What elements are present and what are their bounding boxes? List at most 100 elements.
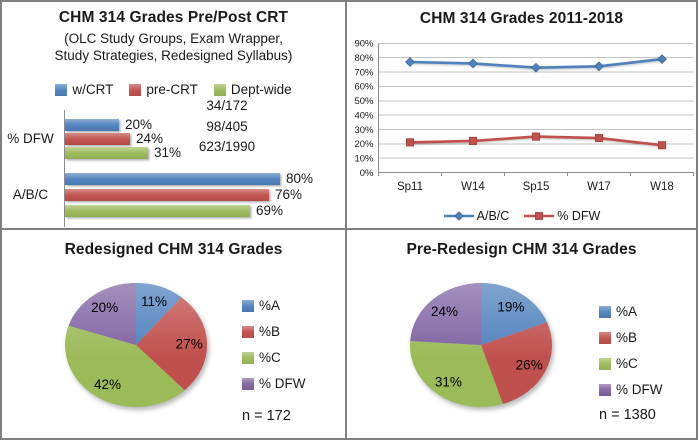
fraction-annotation: 34/172 bbox=[206, 98, 248, 113]
y-axis-tick-label: 10% bbox=[354, 153, 374, 164]
pie-slice-percentage-label: 20% bbox=[91, 300, 118, 315]
bar-plot-area: % DFW 20% 24% 31% A/B/C 80% 76% 69% 34/172 98/405… bbox=[2, 2, 345, 228]
legend-item-pre-crt: pre-CRT bbox=[129, 82, 198, 97]
legend-swatch bbox=[213, 83, 226, 96]
panel-trend-line-chart: CHM 314 Grades 2011-2018 0% 10% 20% 30% 40% 5… bbox=[347, 2, 696, 230]
line-plot-svg: 0% 10% 20% 30% 40% 50% 60% 70% 80% 90% Sp11 W14 Sp15… bbox=[354, 39, 694, 193]
bar-w-crt-a-b-c bbox=[65, 173, 280, 185]
legend-item-dept-wide: Dept-wide bbox=[213, 82, 292, 97]
bar-w-crt-dfw bbox=[65, 119, 119, 131]
chart-title: Pre-Redesign CHM 314 Grades bbox=[406, 241, 637, 258]
fraction-annotations: 34/172 98/405 623/1990 bbox=[172, 96, 282, 158]
legend-item-a: %A bbox=[242, 298, 306, 313]
y-axis-tick-label: 80% bbox=[354, 53, 374, 64]
marker-diamond bbox=[405, 57, 415, 67]
pie-slice-percentage-label: 24% bbox=[431, 304, 458, 319]
bar-dept-wide-a-b-c bbox=[65, 205, 250, 217]
marker-square bbox=[594, 134, 604, 143]
legend-label: %C bbox=[259, 350, 281, 365]
legend-item-c: %C bbox=[242, 350, 306, 365]
fraction-annotation: 623/1990 bbox=[198, 139, 256, 154]
legend-swatch bbox=[242, 299, 254, 312]
y-axis-tick-label: 0% bbox=[360, 168, 374, 179]
legend-item-c: %C bbox=[599, 356, 663, 371]
pie-svg: 19% 26% 31% 24% bbox=[409, 282, 552, 408]
pie-slice-percentage-label: 11% bbox=[141, 294, 167, 309]
pie-slice-percentage-label: 31% bbox=[435, 375, 462, 390]
pie-slice-percentage-label: 26% bbox=[516, 358, 543, 373]
legend-item-dfw: % DFW bbox=[523, 209, 600, 223]
panel-pre-post-bar-chart: CHM 314 Grades Pre/Post CRT (OLC Study G… bbox=[2, 2, 347, 230]
marker-square bbox=[531, 132, 541, 141]
marker-diamond bbox=[594, 61, 604, 72]
chart-subtitle-line2: Study Strategies, Redesigned Syllabus) bbox=[54, 48, 293, 63]
legend-swatch bbox=[599, 305, 611, 318]
legend-label: %C bbox=[616, 356, 638, 371]
y-axis-tick-label: 30% bbox=[354, 125, 374, 136]
sample-size-note: n = 1380 bbox=[599, 407, 656, 423]
legend-swatch bbox=[242, 325, 254, 338]
bar-pre-crt-a-b-c bbox=[65, 189, 269, 201]
panel-redesigned-pie-chart: Redesigned CHM 314 Grades 11% 27% 42% 20% %… bbox=[2, 230, 347, 438]
marker-square bbox=[657, 141, 667, 150]
legend-swatch bbox=[129, 83, 142, 96]
bar-value-label: 76% bbox=[275, 187, 303, 202]
legend-swatch bbox=[242, 351, 254, 364]
x-axis-tick-label: W14 bbox=[461, 181, 485, 193]
pie-slice-percentage-label: 19% bbox=[497, 299, 524, 314]
bar-dept-wide-dfw bbox=[65, 147, 148, 159]
marker-diamond bbox=[657, 54, 667, 65]
bar-value-label: 20% bbox=[125, 117, 153, 132]
legend-item-dfw: % DFW bbox=[242, 376, 306, 391]
panel-pre-redesign-pie-chart: Pre-Redesign CHM 314 Grades 19% 26% 31% 24%… bbox=[347, 230, 696, 438]
legend-label: % DFW bbox=[557, 209, 601, 223]
fraction-annotation: 98/405 bbox=[206, 118, 248, 134]
legend-label: %A bbox=[259, 298, 281, 313]
chart-title: CHM 314 Grades Pre/Post CRT bbox=[58, 9, 289, 26]
marker-diamond bbox=[453, 211, 464, 221]
legend-item-a: %A bbox=[599, 304, 663, 319]
legend-label: A/B/C bbox=[476, 209, 510, 223]
chart-subtitle-line1: (OLC Study Groups, Exam Wrapper, bbox=[64, 31, 283, 46]
legend-swatch bbox=[599, 383, 611, 396]
pie-sheen bbox=[410, 283, 552, 407]
marker-square bbox=[405, 138, 415, 147]
pie-slice-percentage-label: 42% bbox=[94, 377, 121, 392]
x-axis-tick-label: Sp15 bbox=[523, 181, 550, 193]
pie-sheen bbox=[65, 283, 207, 407]
bar-chart-legend: w/CRT pre-CRT Dept-wide bbox=[2, 82, 345, 97]
marker-square bbox=[535, 212, 544, 220]
legend-label: % DFW bbox=[259, 376, 306, 391]
pie-slice-percentage-label: 27% bbox=[176, 336, 203, 351]
sample-size-note: n = 172 bbox=[242, 408, 291, 424]
legend-label: pre-CRT bbox=[146, 82, 198, 97]
y-axis-tick-label: 40% bbox=[354, 110, 374, 121]
bar-value-label: 24% bbox=[136, 131, 164, 146]
legend-label: Dept-wide bbox=[230, 82, 292, 97]
legend-label: %B bbox=[259, 324, 281, 339]
x-axis-tick-label: Sp11 bbox=[397, 181, 423, 193]
legend-item-b: %B bbox=[599, 330, 663, 345]
legend-label: % DFW bbox=[616, 382, 663, 397]
marker-square bbox=[468, 136, 478, 145]
legend-swatch bbox=[599, 357, 611, 370]
legend-swatch bbox=[599, 331, 611, 344]
category-axis-line bbox=[64, 110, 65, 227]
line-chart-legend: A/B/C % DFW bbox=[347, 209, 696, 223]
legend-swatch bbox=[242, 377, 254, 390]
legend-item-b: %B bbox=[242, 324, 306, 339]
legend-label: w/CRT bbox=[72, 82, 114, 97]
y-axis-tick-label: 50% bbox=[354, 96, 374, 107]
bar-value-label: 69% bbox=[256, 203, 284, 218]
y-axis-tick-label: 90% bbox=[354, 39, 374, 50]
marker-diamond bbox=[468, 58, 478, 69]
legend-item-w-crt: w/CRT bbox=[55, 82, 113, 97]
y-axis-tick-label: 60% bbox=[354, 82, 374, 93]
legend-marker bbox=[443, 211, 474, 221]
pie-legend: %A %B %C % DFW bbox=[242, 298, 306, 391]
pie-legend: %A %B %C % DFW bbox=[599, 304, 663, 397]
chart-title: Redesigned CHM 314 Grades bbox=[64, 241, 283, 258]
y-axis-tick-label: 70% bbox=[354, 67, 374, 78]
legend-item-a-b-c: A/B/C bbox=[443, 209, 510, 223]
